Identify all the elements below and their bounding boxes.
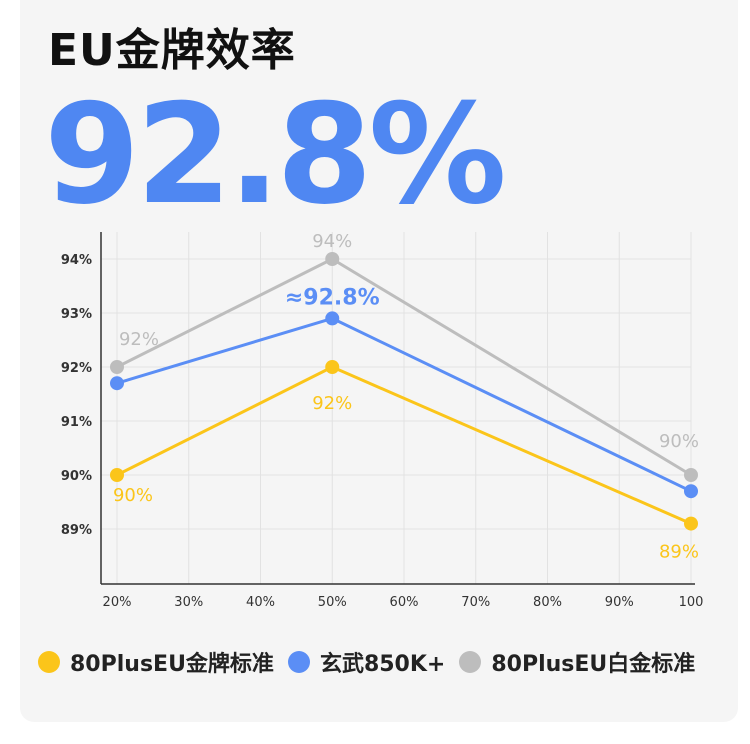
data-point <box>684 484 698 499</box>
legend-swatch <box>459 651 482 673</box>
data-label: 89% <box>659 542 699 563</box>
page-title: EU金牌效率 <box>48 25 296 76</box>
y-tick-label: 91% <box>61 415 92 430</box>
x-tick-label: 30% <box>174 595 203 610</box>
data-label: 90% <box>659 431 699 452</box>
data-label: 90% <box>113 485 153 506</box>
legend-label: 玄武850K+ <box>319 652 446 677</box>
y-tick-label: 89% <box>61 523 92 538</box>
chart-legend: 80PlusEU金牌标准 玄武850K+ 80PlusEU白金标准 <box>38 646 709 678</box>
x-tick-label: 80% <box>533 595 562 610</box>
x-tick-label: 20% <box>103 595 132 610</box>
data-point <box>325 360 340 374</box>
legend-item: 80PlusEU金牌标准 <box>38 646 274 678</box>
data-label: 92% <box>119 329 159 350</box>
data-point <box>684 516 698 531</box>
data-point <box>110 360 124 374</box>
data-point <box>684 468 698 482</box>
legend-item: 80PlusEU白金标准 <box>459 646 695 678</box>
data-label: 94% <box>312 231 352 252</box>
x-tick-label: 100 <box>679 595 704 610</box>
chart-card <box>20 0 738 722</box>
data-point <box>325 252 340 266</box>
legend-swatch <box>287 651 310 673</box>
x-tick-label: 70% <box>461 595 490 610</box>
data-label: ≈92.8% <box>285 285 380 310</box>
x-tick-label: 90% <box>605 595 634 610</box>
legend-swatch <box>38 651 60 673</box>
x-tick-label: 50% <box>318 595 347 610</box>
y-tick-label: 94% <box>61 253 92 268</box>
x-tick-label: 40% <box>246 595 275 610</box>
legend-label: 80PlusEU金牌标准 <box>70 652 274 677</box>
headline-value: 92.8% <box>44 74 507 235</box>
x-tick-label: 60% <box>390 595 419 610</box>
data-point <box>110 468 124 482</box>
data-label: 92% <box>312 393 352 414</box>
data-point <box>110 376 124 391</box>
y-tick-label: 92% <box>61 361 92 376</box>
legend-item: 玄武850K+ <box>287 646 446 678</box>
y-tick-label: 90% <box>61 469 92 484</box>
data-point <box>325 311 340 326</box>
legend-label: 80PlusEU白金标准 <box>491 652 696 677</box>
y-tick-label: 93% <box>61 307 92 322</box>
